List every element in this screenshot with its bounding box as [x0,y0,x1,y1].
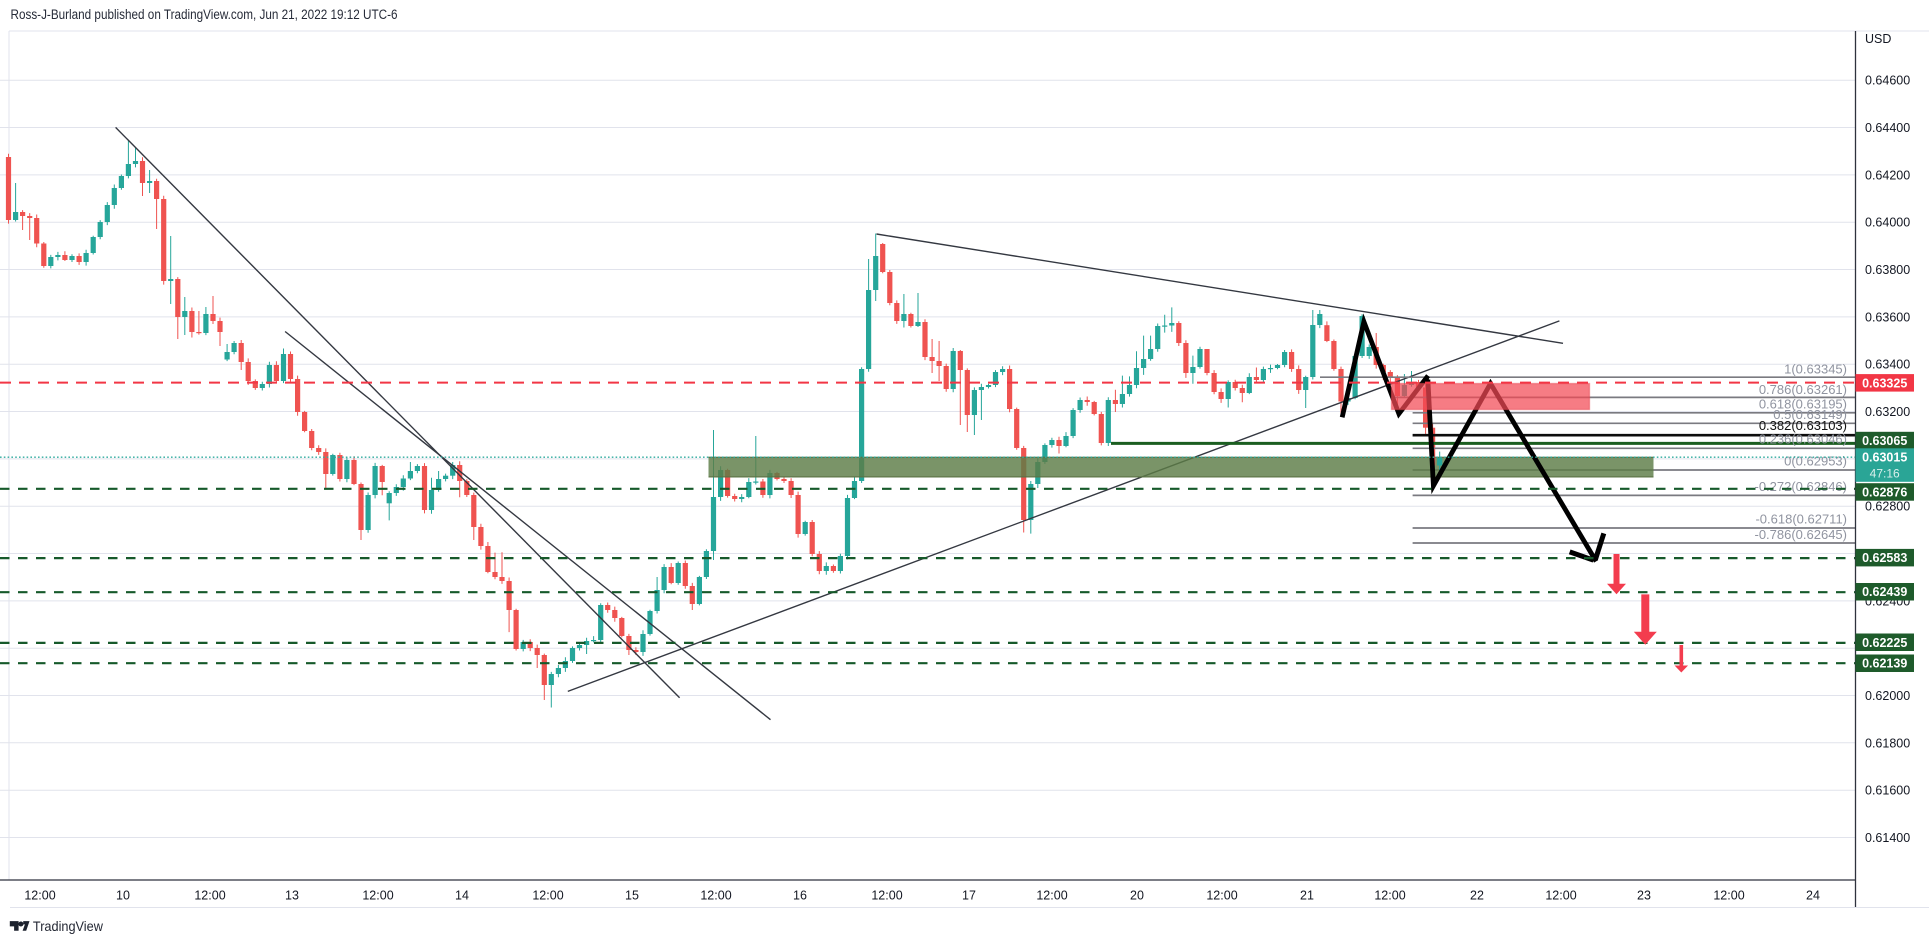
svg-text:20: 20 [1130,889,1144,903]
svg-text:22: 22 [1470,889,1484,903]
svg-text:12:00: 12:00 [194,889,225,903]
svg-text:0.62139: 0.62139 [1862,657,1907,671]
svg-text:0.63015: 0.63015 [1862,450,1907,464]
svg-text:1(0.63345): 1(0.63345) [1784,362,1847,377]
svg-text:17: 17 [962,889,976,903]
svg-text:0.61800: 0.61800 [1865,736,1910,750]
svg-text:0.786(0.63261): 0.786(0.63261) [1759,382,1847,397]
svg-text:Ross-J-Burland published on Tr: Ross-J-Burland published on TradingView.… [11,7,398,22]
svg-text:14: 14 [455,889,469,903]
svg-text:0.63800: 0.63800 [1865,263,1910,277]
svg-text:0.61400: 0.61400 [1865,831,1910,845]
svg-text:0.61600: 0.61600 [1865,784,1910,798]
svg-text:21: 21 [1300,889,1314,903]
svg-text:0.64400: 0.64400 [1865,121,1910,135]
svg-text:12:00: 12:00 [24,889,55,903]
svg-text:0.64600: 0.64600 [1865,74,1910,88]
svg-text:15: 15 [625,889,639,903]
svg-text:12:00: 12:00 [871,889,902,903]
svg-text:0.63400: 0.63400 [1865,358,1910,372]
svg-text:24: 24 [1806,889,1820,903]
svg-text:-0.786(0.62645): -0.786(0.62645) [1754,527,1847,542]
svg-text:TradingView: TradingView [33,918,104,934]
svg-text:0.236(0.63046): 0.236(0.63046) [1759,432,1847,447]
svg-text:0.5(0.63149): 0.5(0.63149) [1773,407,1847,422]
svg-text:12:00: 12:00 [1036,889,1067,903]
svg-text:23: 23 [1637,889,1651,903]
svg-text:0.62225: 0.62225 [1862,636,1907,650]
svg-text:0.63065: 0.63065 [1862,434,1907,448]
svg-text:0.62439: 0.62439 [1862,585,1907,599]
svg-text:12:00: 12:00 [362,889,393,903]
svg-text:12:00: 12:00 [1713,889,1744,903]
svg-text:47:16: 47:16 [1870,466,1900,480]
svg-text:12:00: 12:00 [1545,889,1576,903]
svg-text:0(0.62953): 0(0.62953) [1784,454,1847,469]
svg-text:0.62583: 0.62583 [1862,551,1907,565]
svg-text:13: 13 [285,889,299,903]
svg-text:0.62800: 0.62800 [1865,500,1910,514]
svg-text:-0.272(0.62846): -0.272(0.62846) [1754,479,1847,494]
svg-text:12:00: 12:00 [532,889,563,903]
svg-text:12:00: 12:00 [1374,889,1405,903]
svg-text:0.64200: 0.64200 [1865,168,1910,182]
svg-text:10: 10 [116,889,130,903]
svg-text:0.62000: 0.62000 [1865,689,1910,703]
svg-text:-0.618(0.62711): -0.618(0.62711) [1755,512,1847,527]
svg-text:0.63325: 0.63325 [1862,376,1907,390]
svg-text:0.63200: 0.63200 [1865,405,1910,419]
svg-text:0.382(0.63103): 0.382(0.63103) [1759,418,1847,433]
svg-text:12:00: 12:00 [700,889,731,903]
svg-text:USD: USD [1865,32,1891,46]
svg-text:0.62876: 0.62876 [1862,486,1907,500]
svg-text:0.63600: 0.63600 [1865,310,1910,324]
svg-text:0.618(0.63195): 0.618(0.63195) [1759,397,1847,412]
svg-text:0.64000: 0.64000 [1865,216,1910,230]
svg-text:12:00: 12:00 [1206,889,1237,903]
svg-text:16: 16 [793,889,807,903]
